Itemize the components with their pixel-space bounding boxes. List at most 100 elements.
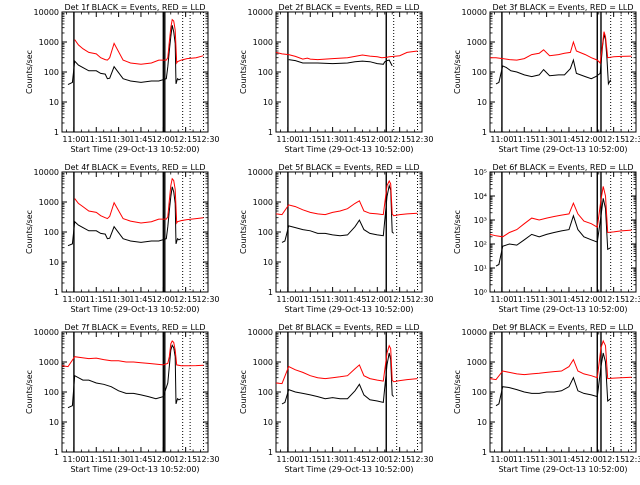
- y-tick-label: 1000: [253, 358, 273, 367]
- y-tick-label: 10: [477, 98, 487, 107]
- y-tick-label: 10: [263, 258, 273, 267]
- x-tick-label: 12:30: [410, 135, 433, 144]
- y-tick-label: 1000: [467, 38, 487, 47]
- plot-frame: [61, 171, 209, 293]
- x-axis-label: Start Time (29-Oct-13 10:52:00): [70, 145, 199, 154]
- y-axis-label: Counts/sec: [25, 370, 34, 414]
- x-axis-label: Start Time (29-Oct-13 10:52:00): [498, 305, 627, 314]
- y-tick-label: 10⁵: [474, 168, 487, 177]
- y-tick-label: 100: [44, 228, 59, 237]
- y-tick-label: 10⁰: [474, 288, 487, 297]
- y-tick-label: 10000: [248, 328, 273, 337]
- y-tick-label: 100: [44, 68, 59, 77]
- x-tick-label: 12:00: [366, 135, 389, 144]
- x-tick-label: 11:45: [557, 455, 580, 464]
- panel-det-9: Det 9f BLACK = Events, RED = LLD 1 10 100 10…: [453, 323, 640, 474]
- series-line-lld: [61, 340, 204, 368]
- y-tick-label: 100: [258, 228, 273, 237]
- y-tick-label: 100: [258, 388, 273, 397]
- panel-det-2: Det 2f BLACK = Events, RED = LLD 1 10 100 10…: [239, 3, 434, 154]
- y-tick-label: 10⁴: [474, 192, 487, 201]
- y-tick-label: 1000: [39, 38, 59, 47]
- y-tick-label: 10: [49, 418, 59, 427]
- panel-det-6: Det 6f BLACK = Events, RED = LLD 10⁰ 10¹ 10…: [453, 163, 640, 314]
- y-axis-label: Counts/sec: [239, 50, 248, 94]
- y-axis-label: Counts/sec: [453, 370, 462, 414]
- y-tick-label: 1000: [39, 358, 59, 367]
- y-tick-label: 1: [268, 128, 273, 137]
- x-tick-label: 12:30: [624, 455, 640, 464]
- y-tick-label: 1: [482, 448, 487, 457]
- y-tick-label: 10: [49, 258, 59, 267]
- series-line-lld: [489, 339, 632, 381]
- x-tick-label: 12:15: [174, 455, 197, 464]
- x-tick-label: 12:15: [388, 455, 411, 464]
- x-tick-label: 11:30: [535, 455, 558, 464]
- x-tick-label: 11:30: [107, 455, 130, 464]
- y-tick-label: 10¹: [474, 264, 487, 273]
- y-axis-label: Counts/sec: [239, 370, 248, 414]
- y-tick-label: 1000: [253, 38, 273, 47]
- y-tick-label: 10000: [462, 8, 487, 17]
- x-tick-label: 11:15: [513, 135, 536, 144]
- series-line-lld: [74, 177, 204, 225]
- y-axis-label: Counts/sec: [25, 50, 34, 94]
- x-tick-label: 11:45: [557, 295, 580, 304]
- x-tick-label: 11:00: [62, 295, 85, 304]
- x-tick-label: 11:30: [107, 135, 130, 144]
- series-line-lld: [275, 344, 418, 385]
- y-tick-label: 10000: [34, 168, 59, 177]
- x-tick-label: 12:00: [580, 455, 603, 464]
- y-tick-label: 10000: [462, 328, 487, 337]
- y-tick-label: 100: [472, 68, 487, 77]
- x-tick-label: 11:30: [107, 295, 130, 304]
- series-line-events: [67, 25, 182, 86]
- y-tick-label: 1000: [467, 358, 487, 367]
- plot-frame: [275, 171, 423, 293]
- x-tick-label: 11:00: [276, 135, 299, 144]
- x-tick-label: 12:30: [196, 455, 219, 464]
- x-axis-label: Start Time (29-Oct-13 10:52:00): [70, 465, 199, 474]
- x-tick-label: 12:00: [152, 455, 175, 464]
- panel-title: Det 5f BLACK = Events, RED = LLD: [278, 163, 419, 172]
- plot-frame: [61, 11, 209, 133]
- plot-frame: [489, 11, 637, 133]
- series-line-lld: [275, 179, 418, 217]
- panel-title: Det 1f BLACK = Events, RED = LLD: [64, 3, 205, 12]
- x-tick-label: 12:00: [152, 135, 175, 144]
- plot-frame: [61, 331, 209, 453]
- y-tick-label: 1: [268, 448, 273, 457]
- x-tick-label: 11:30: [321, 295, 344, 304]
- x-tick-label: 11:15: [513, 455, 536, 464]
- series-line-events: [67, 344, 182, 409]
- y-tick-label: 10000: [248, 8, 273, 17]
- x-tick-label: 11:00: [62, 455, 85, 464]
- y-tick-label: 10000: [248, 168, 273, 177]
- x-tick-label: 12:00: [580, 295, 603, 304]
- plot-frame: [489, 171, 637, 293]
- x-tick-label: 11:30: [321, 135, 344, 144]
- panel-det-3: Det 3f BLACK = Events, RED = LLD 1 10 100 10…: [453, 3, 640, 154]
- series-line-events: [281, 183, 395, 243]
- x-tick-label: 11:15: [85, 455, 108, 464]
- x-tick-label: 12:30: [624, 135, 640, 144]
- x-tick-label: 11:45: [343, 455, 366, 464]
- panel-det-8: Det 8f BLACK = Events, RED = LLD 1 10 100 10…: [239, 323, 434, 474]
- y-tick-label: 10²: [474, 240, 487, 249]
- series-line-events: [281, 352, 395, 405]
- x-tick-label: 11:00: [276, 455, 299, 464]
- x-axis-label: Start Time (29-Oct-13 10:52:00): [284, 465, 413, 474]
- x-axis-label: Start Time (29-Oct-13 10:52:00): [498, 465, 627, 474]
- x-tick-label: 12:30: [196, 295, 219, 304]
- y-tick-label: 100: [258, 68, 273, 77]
- x-tick-label: 11:45: [129, 455, 152, 464]
- x-tick-label: 11:15: [299, 135, 322, 144]
- x-tick-label: 12:00: [366, 455, 389, 464]
- x-tick-label: 11:45: [557, 135, 580, 144]
- panel-det-7: Det 7f BLACK = Events, RED = LLD 1 10 100 10…: [25, 323, 220, 474]
- x-tick-label: 12:30: [624, 295, 640, 304]
- y-tick-label: 10: [263, 418, 273, 427]
- x-axis-label: Start Time (29-Oct-13 10:52:00): [70, 305, 199, 314]
